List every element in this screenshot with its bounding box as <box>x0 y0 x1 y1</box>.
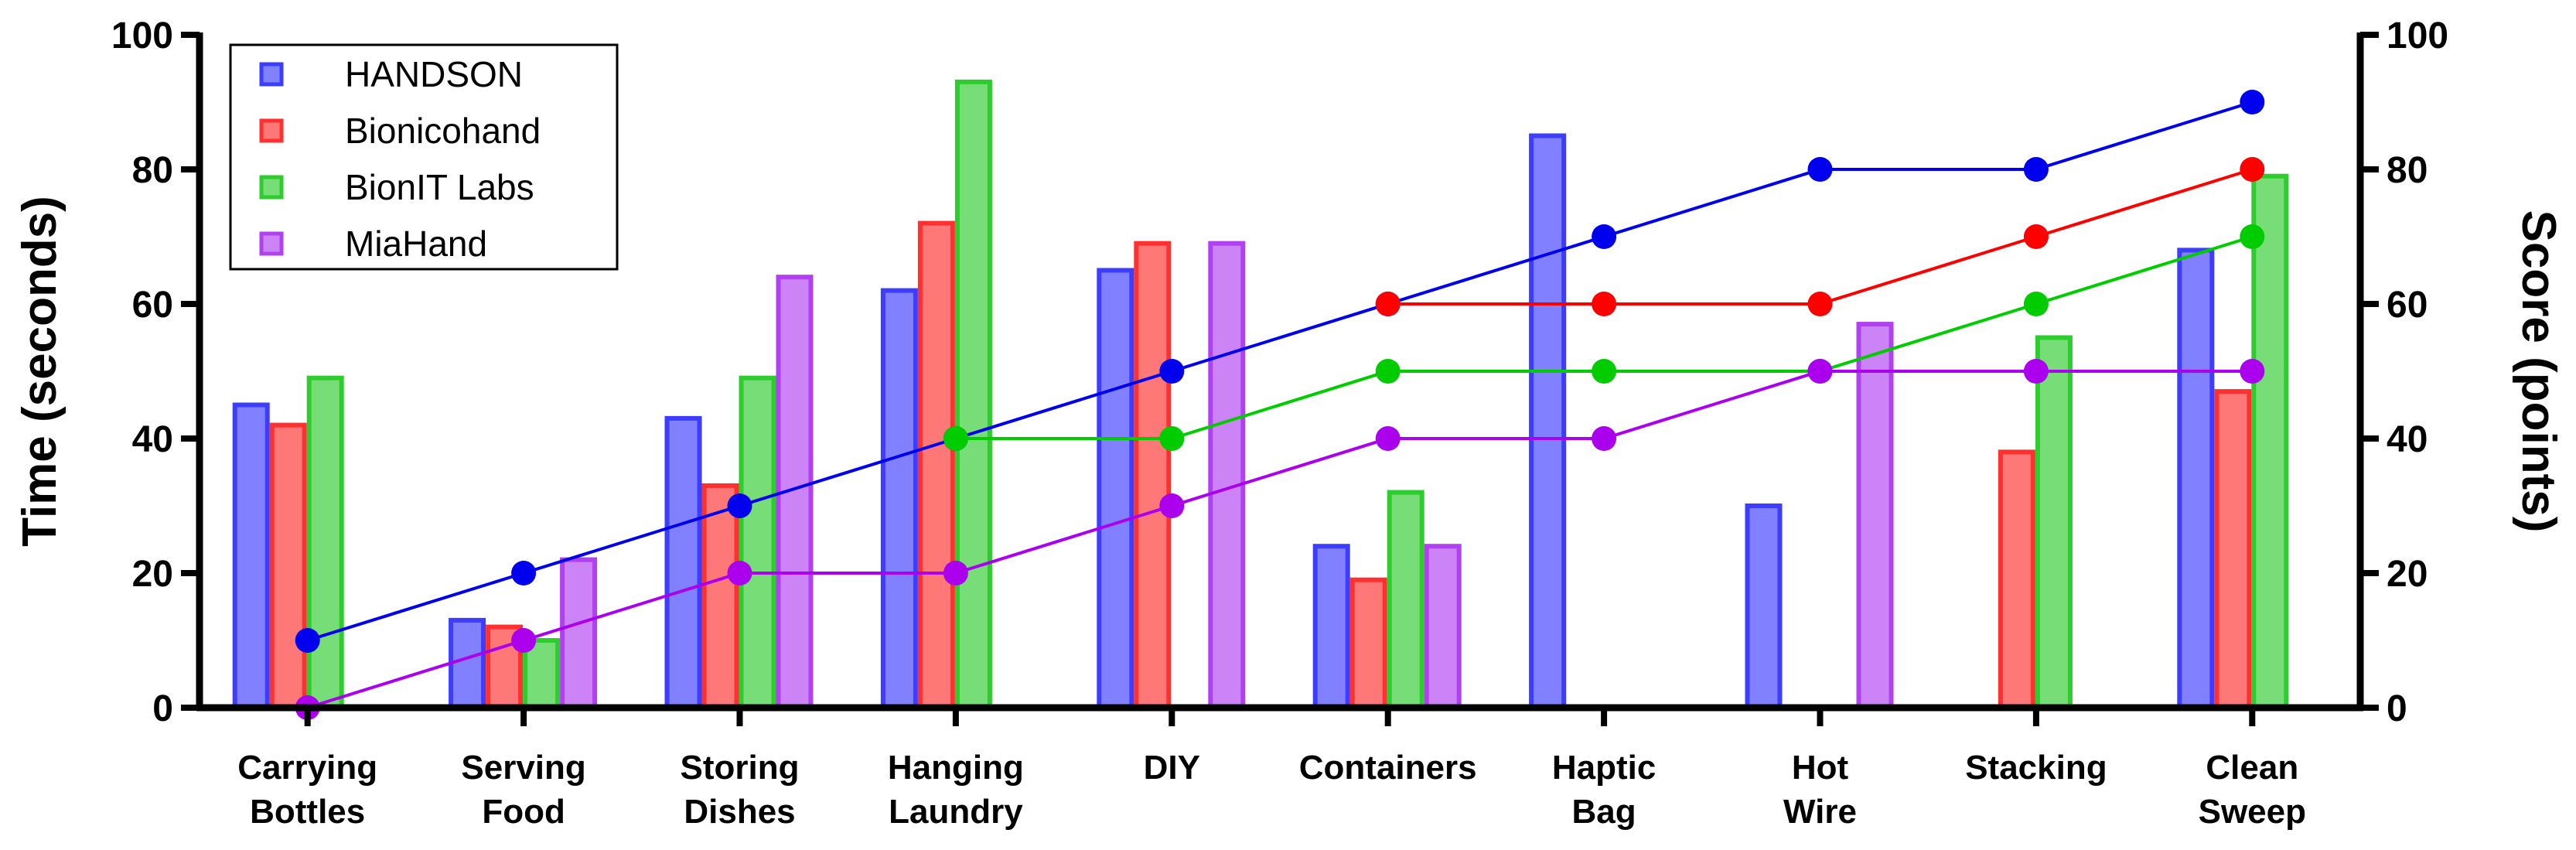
point-bionicohand-score-6 <box>1592 292 1617 316</box>
point-handson-score-1 <box>511 561 537 585</box>
point-miahand-score-5 <box>1375 426 1401 451</box>
point-bionicohand-score-7 <box>1807 292 1833 316</box>
left-tick-label-60: 60 <box>132 285 173 326</box>
bar-handson-2 <box>664 415 702 711</box>
left-tick-label-80: 80 <box>132 150 173 191</box>
line-miahand-score <box>307 370 2253 709</box>
point-miahand-score-2 <box>727 561 752 585</box>
legend-label-handson: HANDSON <box>345 54 523 94</box>
bar-bionit-labs-5 <box>1387 490 1424 710</box>
bar-bionicohand-9 <box>2214 389 2252 710</box>
bar-handson-9 <box>2177 247 2215 710</box>
point-bionit-labs-score-5 <box>1375 359 1401 384</box>
category-label-6-0: Haptic <box>1552 749 1656 787</box>
point-miahand-score-9 <box>2240 359 2265 384</box>
point-bionit-labs-score-8 <box>2023 292 2049 316</box>
category-label-9-0: Clean <box>2206 749 2298 787</box>
right-tick-label-0: 0 <box>2387 688 2407 729</box>
legend-swatch-miahand <box>259 231 284 256</box>
line-handson-score <box>307 101 2253 642</box>
point-handson-score-9 <box>2240 90 2265 114</box>
point-bionicohand-score-9 <box>2240 157 2265 182</box>
legend-label-bionit-labs: BionIT Labs <box>345 167 534 207</box>
bar-bionit-labs-8 <box>2035 335 2073 710</box>
point-handson-score-7 <box>1807 157 1833 182</box>
point-bionit-labs-score-6 <box>1592 359 1617 384</box>
point-miahand-score-6 <box>1592 426 1617 451</box>
bar-bionicohand-2 <box>701 483 739 711</box>
legend-swatch-handson <box>259 62 284 87</box>
point-bionicohand-score-8 <box>2023 224 2049 249</box>
legend-label-miahand: MiaHand <box>345 224 487 264</box>
bar-miahand-5 <box>1424 544 1462 711</box>
category-label-0-0: Carrying <box>237 749 377 787</box>
bar-miahand-7 <box>1856 322 1894 710</box>
category-label-3-1: Laundry <box>889 793 1023 831</box>
category-label-9-1: Sweep <box>2199 793 2306 831</box>
right-tick-label-100: 100 <box>2387 15 2448 56</box>
left-tick-label-20: 20 <box>132 554 173 595</box>
bar-bionit-labs-9 <box>2251 173 2289 710</box>
bar-bionicohand-5 <box>1349 577 1387 711</box>
point-handson-score-0 <box>295 628 320 653</box>
point-handson-score-8 <box>2023 157 2049 182</box>
point-bionit-labs-score-4 <box>1159 426 1185 451</box>
bar-handson-0 <box>232 402 270 710</box>
bar-handson-4 <box>1097 268 1134 710</box>
bar-handson-3 <box>880 288 918 711</box>
category-label-1-1: Food <box>482 793 565 831</box>
category-label-0-1: Bottles <box>250 793 365 831</box>
legend-swatch-bionit-labs <box>259 175 284 200</box>
point-handson-score-2 <box>727 493 752 518</box>
category-label-6-1: Bag <box>1572 793 1636 831</box>
bar-handson-5 <box>1312 544 1350 711</box>
right-tick-label-40: 40 <box>2387 419 2428 460</box>
point-miahand-score-3 <box>943 561 968 585</box>
bar-bionit-labs-2 <box>739 375 776 710</box>
bar-handson-6 <box>1529 133 1567 710</box>
point-miahand-score-4 <box>1159 493 1185 518</box>
left-axis-title: Time (seconds) <box>13 196 67 547</box>
bar-bionicohand-8 <box>1998 449 2035 711</box>
left-tick-label-0: 0 <box>152 688 173 729</box>
right-tick-label-20: 20 <box>2387 554 2428 595</box>
category-label-4-0: DIY <box>1144 749 1200 787</box>
right-tick-label-60: 60 <box>2387 285 2428 326</box>
bar-handson-1 <box>449 617 486 711</box>
bar-bionit-labs-0 <box>306 375 344 710</box>
bar-bionicohand-4 <box>1134 241 1172 710</box>
bar-bionicohand-0 <box>269 422 307 710</box>
point-miahand-score-8 <box>2023 359 2049 384</box>
point-bionicohand-score-5 <box>1375 292 1401 316</box>
category-label-1-0: Serving <box>461 749 585 787</box>
right-tick-label-80: 80 <box>2387 150 2428 191</box>
category-label-3-0: Hanging <box>888 749 1024 787</box>
category-label-2-1: Dishes <box>684 793 795 831</box>
left-tick-label-40: 40 <box>132 419 173 460</box>
point-bionit-labs-score-3 <box>943 426 968 451</box>
line-bionicohand-score <box>1387 168 2253 306</box>
bar-miahand-4 <box>1208 241 1246 710</box>
point-bionit-labs-score-9 <box>2240 224 2265 249</box>
bar-bionit-labs-3 <box>954 79 992 710</box>
point-handson-score-6 <box>1592 224 1617 249</box>
right-axis-title: Score (points) <box>2512 210 2565 533</box>
category-label-5-0: Containers <box>1299 749 1477 787</box>
bar-handson-7 <box>1745 504 1783 710</box>
point-handson-score-4 <box>1159 359 1185 384</box>
category-label-8-0: Stacking <box>1965 749 2107 787</box>
category-label-7-1: Wire <box>1783 793 1857 831</box>
left-tick-label-100: 100 <box>111 15 173 56</box>
legend-box <box>229 43 619 271</box>
point-miahand-score-1 <box>511 628 537 653</box>
category-label-2-0: Storing <box>681 749 800 787</box>
legend-swatch-bionicohand <box>259 118 284 143</box>
bar-miahand-1 <box>560 557 598 710</box>
point-miahand-score-7 <box>1807 359 1833 384</box>
category-label-7-0: Hot <box>1792 749 1849 787</box>
bar-bionicohand-3 <box>917 220 955 711</box>
legend-label-bionicohand: Bionicohand <box>345 111 541 151</box>
